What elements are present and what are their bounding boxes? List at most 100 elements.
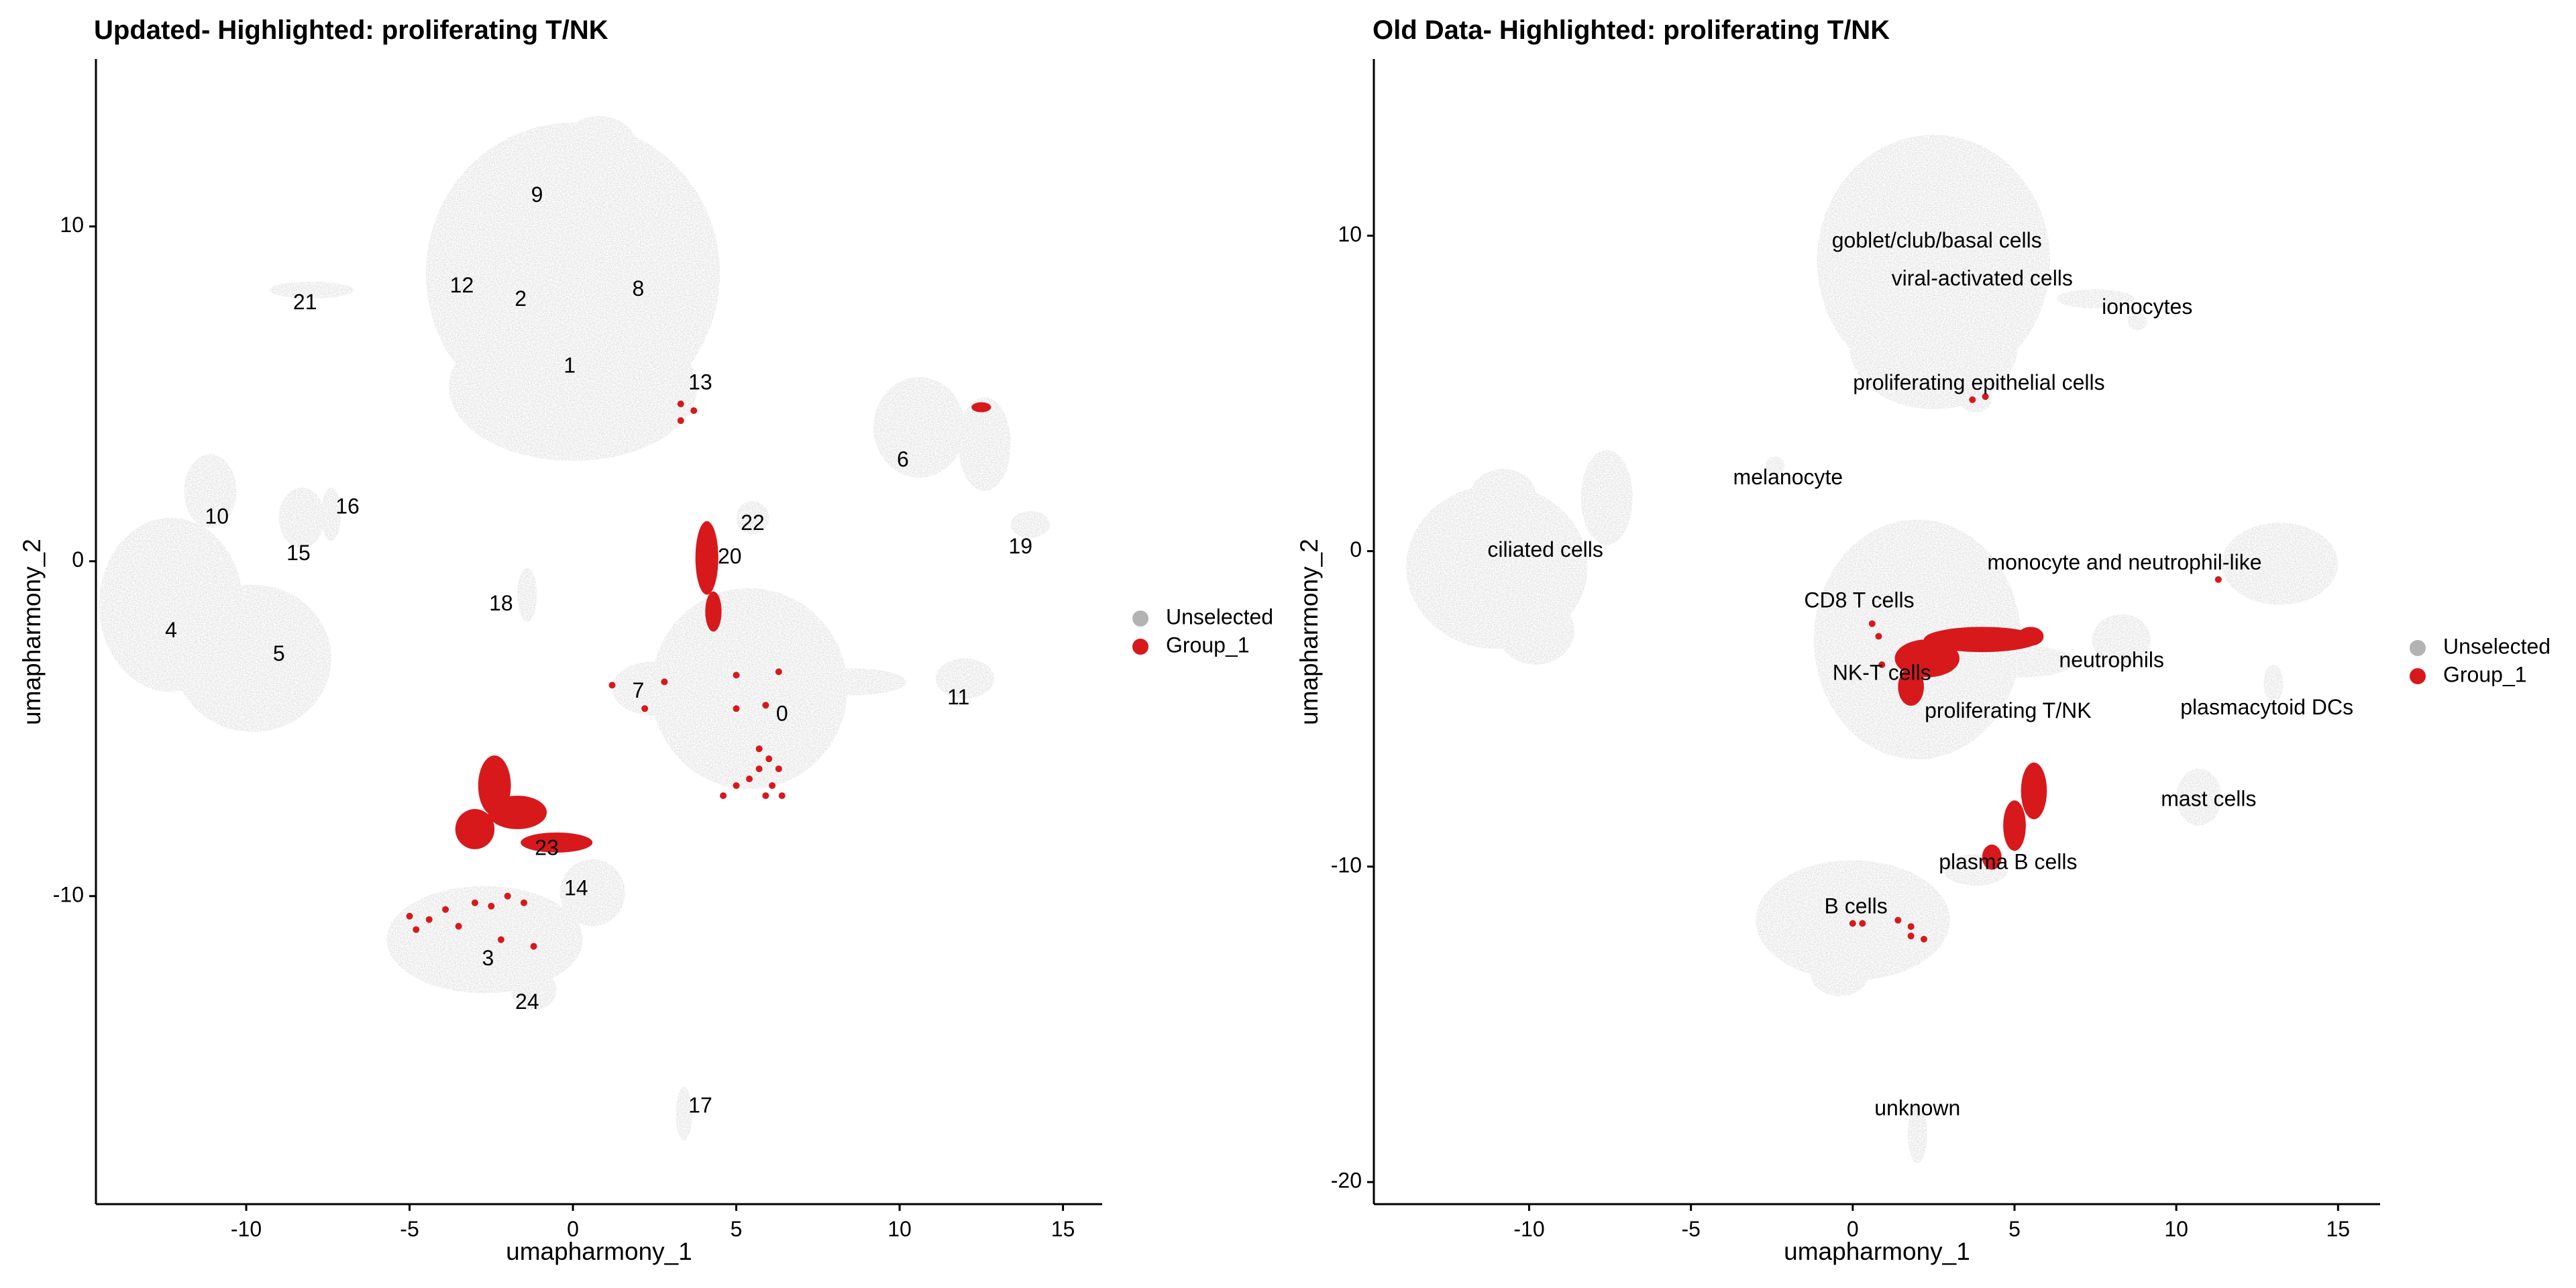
x-tick-label: 15 <box>2326 1217 2351 1241</box>
unselected-cells <box>1406 134 2339 1163</box>
x-tick-label: -5 <box>1681 1217 1700 1241</box>
legend: Unselected Group_1 <box>1132 604 1273 657</box>
group-1-point-7 <box>1894 916 1902 924</box>
group-1-point-0 <box>1969 396 1976 403</box>
unselected-cluster-18 <box>1811 951 1869 996</box>
cluster-label: viral-activated cells <box>1892 266 2073 290</box>
group-1-point-1 <box>1982 393 1989 400</box>
cluster-label: 8 <box>633 276 645 301</box>
group-1-point-6 <box>733 672 740 679</box>
legend-label: Unselected <box>1166 604 1273 629</box>
panel-2: Old Data- Highlighted: proliferating T/N… <box>1295 15 2551 1265</box>
cluster-label: 12 <box>450 273 474 297</box>
group-1-point-14 <box>778 792 786 800</box>
legend-label: Unselected <box>2443 634 2551 658</box>
cluster-label: 2 <box>515 286 527 311</box>
group-1-point-10 <box>765 755 773 763</box>
unselected-cluster-19 <box>1907 1106 1927 1163</box>
unselected-cluster-21 <box>736 500 769 535</box>
group-1-point-3 <box>1875 633 1882 640</box>
unselected-cluster-7 <box>1497 595 1575 665</box>
cluster-label: 16 <box>335 494 360 518</box>
unselected-cluster-6 <box>278 487 325 548</box>
group-1-point-4 <box>2214 576 2222 583</box>
group-1-point-8 <box>1907 923 1915 930</box>
cluster-label: 7 <box>633 678 645 702</box>
cluster-label: melanocyte <box>1733 465 1843 489</box>
x-tick-label: 10 <box>2164 1217 2188 1241</box>
unselected-cluster-20 <box>676 1087 692 1141</box>
unselected-cluster-4 <box>174 584 331 733</box>
legend-label: Group_1 <box>2443 662 2527 686</box>
unselected-cluster-9 <box>269 281 354 299</box>
x-axis-title: umapharmony_1 <box>506 1238 692 1265</box>
cluster-label: CD8 T cells <box>1804 588 1914 612</box>
cluster-label: 15 <box>286 541 311 565</box>
cluster-label: monocyte and neutrophil-like <box>1987 550 2261 574</box>
legend-swatch-group-1 <box>1132 639 1148 655</box>
group-1-point-4 <box>661 678 668 686</box>
unselected-cluster-10 <box>651 588 848 790</box>
y-axis-title: umapharmony_2 <box>1295 539 1323 725</box>
cluster-label: 6 <box>897 447 909 471</box>
group-1-cells <box>1849 393 2222 943</box>
cluster-label: 24 <box>515 989 539 1014</box>
unselected-cluster-18 <box>559 859 625 926</box>
y-tick-label: 0 <box>1350 537 1362 561</box>
unselected-cluster-15 <box>958 397 1011 491</box>
unselected-cluster-4 <box>2127 311 2147 331</box>
unselected-cluster-8 <box>517 568 537 622</box>
panel-1-title: Updated- Highlighted: proliferating T/NK <box>94 15 608 45</box>
x-tick-label: 10 <box>888 1217 912 1241</box>
group-1-point-2 <box>677 417 684 425</box>
group-1-point-0 <box>677 400 684 408</box>
cluster-label: 3 <box>482 946 494 970</box>
group-1-cluster-4 <box>521 832 593 853</box>
cluster-label: neutrophils <box>2059 648 2164 672</box>
x-tick-label: -10 <box>231 1217 262 1241</box>
legend-swatch-unselected <box>1132 610 1148 627</box>
cluster-label: 5 <box>273 641 285 665</box>
group-1-cluster-3 <box>488 796 547 829</box>
group-1-cluster-3 <box>2017 627 2044 646</box>
group-1-point-18 <box>733 705 740 712</box>
cluster-label: 4 <box>165 618 177 642</box>
unselected-cluster-5 <box>184 453 237 528</box>
y-tick-label: -10 <box>1331 853 1362 877</box>
unselected-cells <box>99 115 1051 1141</box>
group-1-point-28 <box>497 936 504 943</box>
x-axis-title: umapharmony_1 <box>1784 1238 1970 1265</box>
x-tick-label: -10 <box>1513 1217 1544 1241</box>
unselected-cluster-1 <box>1849 282 2018 409</box>
cluster-label: 10 <box>205 504 229 528</box>
cluster-label: 23 <box>535 835 559 859</box>
legend-label: Group_1 <box>1166 633 1250 657</box>
cluster-label: 1 <box>564 354 576 378</box>
group-1-point-13 <box>769 782 776 790</box>
cluster-label: goblet/club/basal cells <box>1832 228 2042 252</box>
x-tick-label: 15 <box>1051 1217 1075 1241</box>
unselected-cluster-12 <box>2092 614 2151 665</box>
cluster-label: 17 <box>688 1093 712 1118</box>
cluster-label: proliferating T/NK <box>1925 698 2091 722</box>
cluster-label: 14 <box>564 875 588 900</box>
group-1-cluster-1 <box>1894 639 1960 678</box>
group-1-cluster-4 <box>2021 762 2047 820</box>
unselected-cluster-8 <box>1580 450 1633 545</box>
y-tick-label: 10 <box>60 213 84 237</box>
cluster-label: 21 <box>293 290 317 314</box>
group-1-cluster-2 <box>1898 667 1924 706</box>
cluster-label: 0 <box>776 702 788 726</box>
group-1-point-21 <box>425 916 433 923</box>
group-1-point-25 <box>488 902 495 910</box>
unselected-cluster-12 <box>801 668 906 696</box>
group-1-cluster-6 <box>971 402 991 413</box>
group-1-point-9 <box>755 745 763 753</box>
unselected-cluster-9 <box>1765 456 1785 476</box>
group-1-point-11 <box>1878 661 1886 668</box>
cluster-label: unknown <box>1874 1095 1960 1120</box>
x-tick-label: 0 <box>567 1217 579 1241</box>
cluster-label: B cells <box>1825 894 1888 918</box>
group-1-point-2 <box>1868 620 1876 627</box>
